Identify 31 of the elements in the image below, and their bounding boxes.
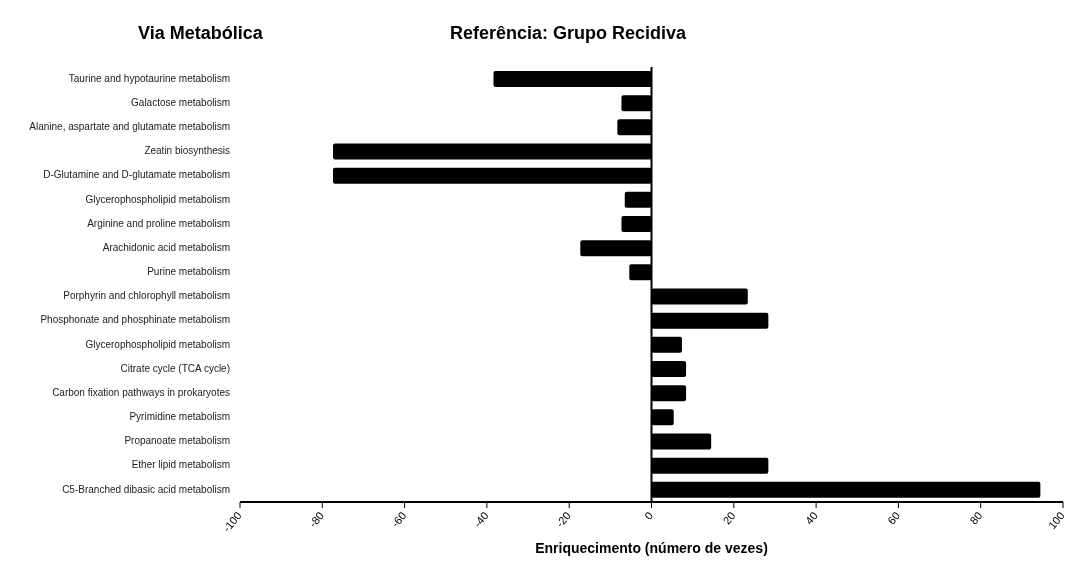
- y-tick-label: Taurine and hypotaurine metabolism: [68, 72, 230, 84]
- x-tick-label: -20: [553, 509, 573, 530]
- y-tick-label: Pyrimidine metabolism: [129, 411, 230, 423]
- y-tick-label: Citrate cycle (TCA cycle): [120, 362, 230, 374]
- y-tick-label: D-Glutamine and D-glutamate metabolism: [43, 169, 230, 181]
- y-tick-label: Porphyrin and chlorophyll metabolism: [63, 290, 230, 302]
- x-axis-title: Enriquecimento (número de vezes): [534, 540, 769, 556]
- y-tick-label: Glycerophospholipid metabolism: [85, 193, 230, 205]
- y-tick-label: Glycerophospholipid metabolism: [85, 338, 230, 350]
- y-tick-label: Alanine, aspartate and glutamate metabolism: [29, 121, 230, 133]
- y-axis-title: Via Metabólica: [138, 23, 263, 44]
- y-tick-label: Arginine and proline metabolism: [87, 217, 230, 229]
- chart-title: Referência: Grupo Recidiva: [448, 23, 688, 44]
- x-tick-label: -60: [388, 509, 409, 530]
- y-tick-label: Carbon fixation pathways in prokaryotes: [52, 386, 230, 398]
- x-tick-label: 60: [885, 509, 903, 527]
- x-tick-label: 80: [967, 509, 985, 527]
- y-tick-label: Ether lipid metabolism: [131, 459, 230, 471]
- x-tick-label: 0: [642, 509, 656, 522]
- y-tick-label: Propanoate metabolism: [124, 435, 230, 447]
- y-tick-label: Phosphonate and phosphinate metabolism: [40, 314, 230, 326]
- y-tick-label: Zeatin biosynthesis: [144, 145, 230, 157]
- y-tick-label: Purine metabolism: [147, 266, 230, 278]
- x-tick-label: 20: [720, 509, 738, 527]
- x-tick-label: -40: [471, 509, 491, 530]
- x-tick-label: -80: [306, 509, 327, 530]
- x-tick-label: 100: [1045, 509, 1067, 532]
- y-tick-label: C5-Branched dibasic acid metabolism: [62, 483, 230, 495]
- y-tick-label: Arachidonic acid metabolism: [102, 241, 230, 253]
- y-tick-label: Galactose metabolism: [131, 96, 230, 108]
- x-tick-label: 40: [802, 509, 820, 527]
